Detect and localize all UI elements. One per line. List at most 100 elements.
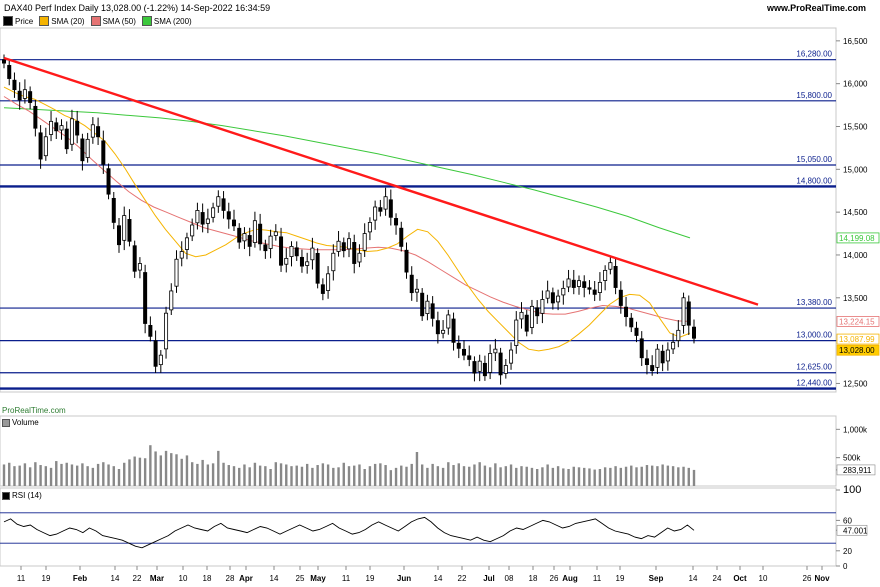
volume-title: Volume (12, 418, 39, 427)
candle-up (655, 348, 660, 368)
candle-down (660, 350, 665, 364)
volume-bar (478, 462, 481, 486)
volume-bar (410, 463, 413, 486)
candle-up (305, 261, 310, 266)
candle-up (59, 125, 64, 131)
candle-up (205, 218, 210, 224)
volume-bar (311, 467, 314, 486)
volume-bar (394, 467, 398, 486)
x-tick-label: 08 (505, 574, 514, 583)
candle-down (378, 207, 383, 212)
legend-sma20[interactable]: SMA (20) (39, 16, 85, 26)
candle-down (629, 317, 634, 328)
candle-up (85, 138, 90, 158)
volume-bar (13, 466, 16, 486)
volume-bar (473, 464, 476, 486)
candle-down (64, 128, 69, 150)
candle-up (540, 299, 545, 314)
candle-down (28, 91, 33, 103)
volume-bar (8, 462, 11, 486)
candle-up (69, 118, 74, 145)
volume-bar (196, 463, 199, 486)
volume-bar (630, 465, 633, 486)
candle-up (577, 280, 582, 287)
candle-down (294, 247, 299, 257)
volume-bar (546, 464, 549, 486)
volume-bar (415, 452, 419, 486)
candle-down (550, 292, 555, 304)
legend-sma200[interactable]: SMA (200) (141, 16, 192, 26)
candle-down (7, 65, 12, 79)
volume-bar (671, 466, 675, 486)
candle-up (284, 257, 289, 265)
candle-up (169, 290, 174, 311)
candle-down (12, 79, 17, 91)
volume-bar (96, 463, 100, 486)
volume-bar (420, 464, 424, 486)
candle-up (195, 210, 200, 224)
price-tag-box (836, 333, 880, 345)
volume-bar (431, 463, 434, 486)
volume-bar (274, 462, 278, 486)
volume-bar (368, 466, 372, 486)
rsi-title: RSI (14) (12, 491, 42, 500)
title-text: DAX40 Perf Index Daily 13,028.00 (-1.22%… (4, 3, 271, 13)
candle-down (613, 265, 618, 288)
volume-bar (342, 462, 345, 486)
x-tick-label: 26 (803, 574, 812, 583)
candle-down (461, 348, 466, 356)
candle-up (211, 207, 216, 218)
x-tick-label: Oct (733, 574, 747, 583)
x-tick-label: Nov (814, 574, 830, 583)
price-tick-label: 16,000 (843, 80, 868, 89)
price-tag-label: 13,224.15 (839, 317, 875, 326)
candle-up (681, 297, 686, 326)
candle-down (624, 306, 629, 318)
x-tick-label: 10 (759, 574, 768, 583)
volume-bar (133, 456, 136, 486)
x-tick-label: 14 (689, 574, 698, 583)
volume-bar (75, 465, 79, 486)
candle-down (2, 59, 7, 64)
legend-sma50[interactable]: SMA (50) (90, 16, 136, 26)
candle-up (289, 245, 294, 257)
candle-up (49, 120, 54, 135)
volume-bar (692, 469, 696, 486)
candle-up (446, 314, 451, 329)
x-tick-label: Mar (150, 574, 164, 583)
price-tag-box (836, 344, 880, 356)
candle-down (148, 325, 153, 337)
candle-up (184, 237, 189, 250)
volume-bar (164, 450, 168, 486)
price-tick-label: 15,000 (843, 165, 868, 174)
level-label: 13,380.00 (796, 298, 832, 307)
level-label: 14,800.00 (796, 176, 832, 185)
rsi-tick-label: 0 (843, 562, 848, 571)
legend-price[interactable]: Price (3, 16, 33, 26)
x-tick-label: 24 (713, 574, 722, 583)
volume-bar (457, 463, 460, 486)
legend-sma20-swatch (39, 16, 50, 26)
volume-bar (389, 470, 393, 486)
rsi-line (3, 516, 695, 549)
candle-down (231, 219, 236, 227)
volume-bar (28, 467, 32, 486)
x-tick-label: 22 (133, 574, 142, 583)
x-tick-label: May (310, 574, 326, 583)
x-tick-label: 26 (550, 574, 559, 583)
volume-bar (436, 466, 440, 486)
candle-up (268, 235, 273, 249)
site-link[interactable]: www.ProRealTime.com (767, 3, 866, 13)
candle-up (477, 360, 482, 372)
volume-bar (149, 445, 152, 486)
volume-bar (541, 467, 544, 486)
candle-up (441, 329, 446, 334)
volume-bar (525, 466, 528, 486)
candle-up (273, 231, 278, 236)
candle-up (529, 305, 534, 328)
volume-bar (650, 465, 654, 486)
candle-down (221, 198, 226, 211)
volume-bar (483, 465, 487, 486)
candle-down (132, 245, 137, 272)
site-text[interactable]: www.ProRealTime.com (766, 3, 866, 13)
